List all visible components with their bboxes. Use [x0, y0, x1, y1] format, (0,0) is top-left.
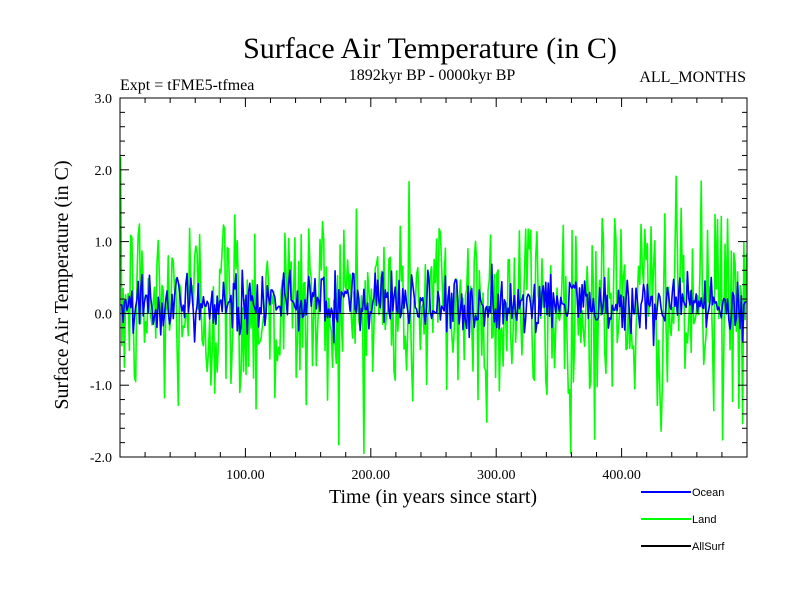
legend-item-land: Land: [641, 514, 716, 526]
months-label: ALL_MONTHS: [639, 69, 746, 86]
legend: Ocean Land AllSurf: [641, 487, 725, 553]
chart-title: Surface Air Temperature (in C): [243, 32, 617, 65]
y-tick-label: -2.0: [90, 451, 112, 466]
legend-item-ocean: Ocean: [641, 487, 724, 499]
x-tick-label: 400.00: [602, 468, 641, 483]
x-tick-label: 200.00: [352, 468, 391, 483]
series-line-ocean: [120, 263, 747, 347]
x-tick-label: 300.00: [477, 468, 516, 483]
y-tick-label: 3.0: [95, 92, 113, 107]
plot-frame: [119, 97, 748, 458]
legend-label-allsurf: AllSurf: [692, 541, 725, 553]
y-tick-label: 1.0: [95, 236, 113, 251]
x-axis-label: Time (in years since start): [329, 486, 537, 508]
chart-subtitle: 1892kyr BP - 0000kyr BP: [349, 67, 516, 84]
legend-item-allsurf: AllSurf: [641, 541, 725, 553]
series-line-land: [120, 156, 747, 455]
y-tick-label: -1.0: [90, 379, 112, 394]
experiment-label: Expt = tFME5-tfmea: [120, 77, 254, 94]
legend-label-land: Land: [692, 514, 716, 526]
y-tick-label: 0.0: [95, 307, 113, 322]
x-tick-label: 100.00: [226, 468, 265, 483]
y-tick-label: 2.0: [95, 164, 113, 179]
legend-label-ocean: Ocean: [692, 487, 724, 499]
y-axis-label: Surface Air Temperature (in C): [51, 160, 73, 409]
axes-layer: 100.00 200.00 300.00 400.00 -2.0 -1.0 0.0 1.0 2.…: [90, 92, 748, 483]
plot-layer: [120, 156, 747, 455]
